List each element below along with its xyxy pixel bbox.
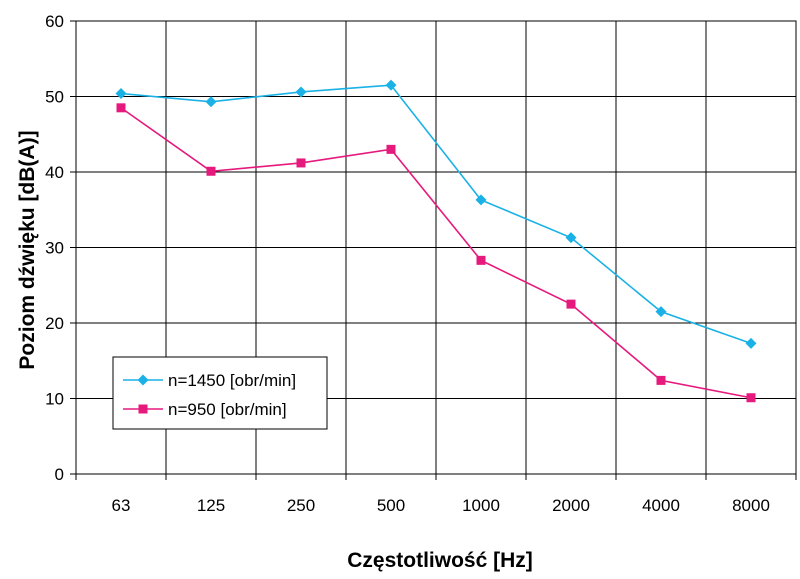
- y-tick-label: 20: [45, 314, 64, 333]
- x-tick-label: 2000: [552, 496, 590, 515]
- y-axis-ticks: 0 10 20 30 40 50 60: [45, 12, 76, 484]
- y-axis-title: Poziom dźwięku [dB(A)]: [16, 130, 39, 369]
- x-tick-label: 125: [197, 496, 225, 515]
- x-tick-label: 500: [377, 496, 405, 515]
- y-tick-label: 30: [45, 239, 64, 258]
- data-point: [655, 306, 667, 318]
- legend-box: [112, 356, 328, 430]
- y-tick-label: 50: [45, 88, 64, 107]
- x-tick-label: 250: [287, 496, 315, 515]
- x-tick-label: 8000: [732, 496, 770, 515]
- data-point: [656, 375, 666, 385]
- data-point: [206, 166, 216, 176]
- y-tick-label: 10: [45, 390, 64, 409]
- legend-marker: [138, 404, 148, 414]
- series-2: [116, 103, 756, 403]
- x-tick-label: 4000: [642, 496, 680, 515]
- data-point: [745, 337, 757, 349]
- data-point: [475, 194, 487, 206]
- legend-label: n=950 [obr/min]: [168, 400, 287, 419]
- data-point: [205, 96, 217, 108]
- legend-label: n=1450 [obr/min]: [168, 371, 296, 390]
- y-tick-label: 40: [45, 163, 64, 182]
- x-tick-label: 63: [112, 496, 131, 515]
- series-1: [115, 79, 757, 349]
- data-point: [746, 393, 756, 403]
- data-point: [115, 87, 127, 99]
- x-axis-title: Częstotliwość [Hz]: [347, 549, 533, 572]
- data-point: [565, 232, 577, 244]
- series-line: [120, 107, 752, 399]
- y-tick-label: 60: [45, 12, 64, 31]
- data-point: [296, 158, 306, 168]
- data-point: [295, 86, 307, 98]
- data-point: [385, 79, 397, 91]
- grid-lines: [76, 21, 796, 474]
- data-point: [476, 255, 486, 265]
- legend-item: n=950 [obr/min]: [123, 400, 287, 419]
- y-tick-label: 0: [55, 465, 64, 484]
- series-line: [120, 84, 752, 345]
- legend: n=1450 [obr/min] n=950 [obr/min]: [112, 356, 328, 430]
- data-point: [116, 103, 126, 113]
- x-tick-label: 1000: [462, 496, 500, 515]
- x-axis-ticks: 63 125 250 500 1000 2000 4000 8000: [75, 474, 797, 515]
- data-point: [566, 299, 576, 309]
- legend-marker: [137, 374, 149, 386]
- series-layer: [115, 79, 757, 403]
- data-point: [386, 144, 396, 154]
- legend-item: n=1450 [obr/min]: [123, 371, 296, 390]
